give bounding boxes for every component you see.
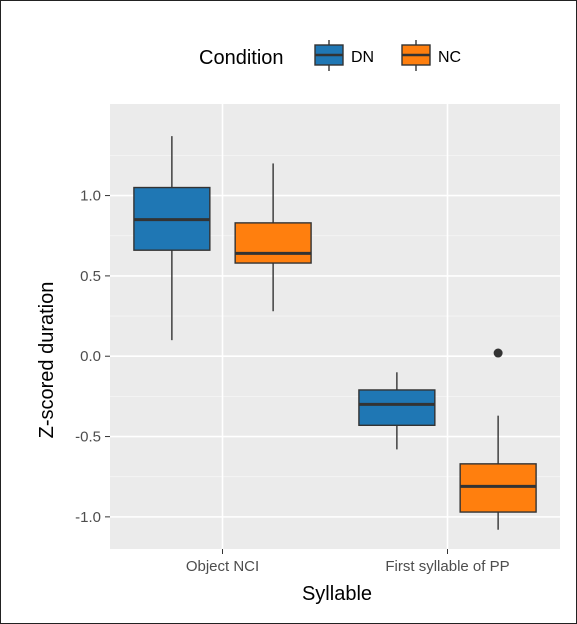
box-DN-0 [133,136,211,341]
y-tick-label: -0.5 [75,429,101,446]
x-axis-title: Syllable [302,583,372,605]
legend-key-DN: DN [314,40,374,71]
legend-key-NC: NC [401,40,461,71]
box-DN-1 [358,372,436,450]
box-iqr [358,389,436,426]
boxes [133,136,537,530]
legend-label: NC [438,49,461,66]
grid-major [110,104,560,549]
outlier-point [493,348,503,358]
box-iqr [234,222,312,264]
y-tick-label: 0.0 [80,348,101,365]
y-tick-label: 1.0 [80,188,101,205]
legend: Condition DN NC [199,40,461,71]
legend-title: Condition [199,47,284,69]
y-axis: 1.0 0.5 0.0 -0.5 -1.0 [75,188,110,526]
box-NC-1 [459,348,537,530]
y-tick-label: -1.0 [75,509,101,526]
legend-label: DN [351,49,374,66]
y-axis-title: Z-scored duration [36,282,58,439]
x-axis: Object NCI First syllable of PP [186,549,510,575]
x-tick-label: First syllable of PP [385,558,509,575]
x-tick-label: Object NCI [186,558,259,575]
box-NC-0 [234,163,312,312]
box-iqr [459,463,537,513]
y-tick-label: 0.5 [80,268,101,285]
